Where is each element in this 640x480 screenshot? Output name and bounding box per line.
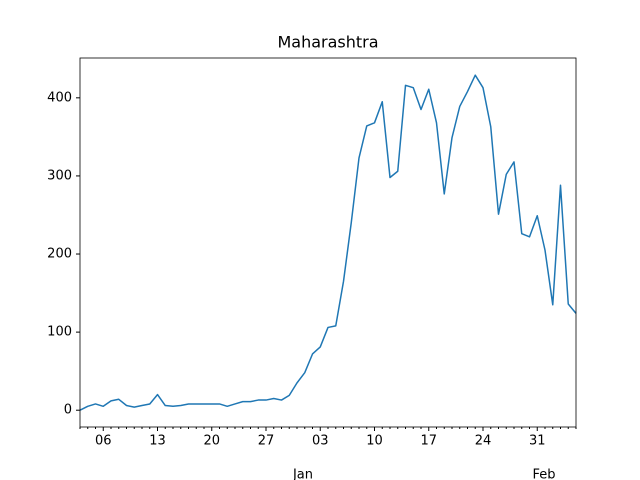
y-tick-label: 400 xyxy=(47,90,72,105)
y-tick-label: 200 xyxy=(47,247,72,262)
chart-title: Maharashtra xyxy=(277,33,378,52)
x-tick-label: 20 xyxy=(203,434,220,449)
x-tick-label: 06 xyxy=(95,434,112,449)
month-label: Feb xyxy=(532,468,555,480)
data-line xyxy=(79,74,577,411)
plot-frame xyxy=(79,57,577,428)
x-tick-label: 24 xyxy=(475,434,492,449)
x-tick-label: 03 xyxy=(312,434,329,449)
y-tick-label: 100 xyxy=(47,325,72,340)
x-tick-label: 13 xyxy=(149,434,166,449)
x-tick-label: 17 xyxy=(420,434,437,449)
y-tick-label: 300 xyxy=(47,168,72,183)
x-tick-label: 31 xyxy=(529,434,546,449)
month-label: Jan xyxy=(292,468,313,480)
x-tick-label: 10 xyxy=(366,434,383,449)
y-tick-label: 0 xyxy=(64,403,72,418)
x-tick-label: 27 xyxy=(258,434,275,449)
